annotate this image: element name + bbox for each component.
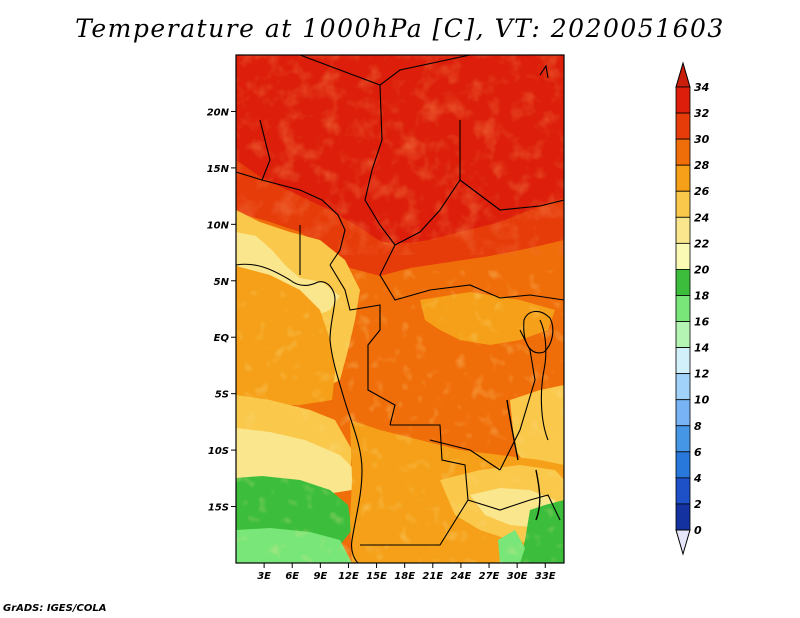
colorbar-segment xyxy=(675,242,691,270)
colorbar-segment xyxy=(675,216,691,244)
lat-tick-label: 5S xyxy=(215,390,229,401)
colorbar-label: 4 xyxy=(693,472,702,485)
colorbar-segment xyxy=(675,269,691,296)
lon-tick-label: 18E xyxy=(394,571,415,582)
colorbar-segment xyxy=(675,164,691,192)
colorbar-upper-arrow xyxy=(675,61,691,88)
lon-tick-label: 33E xyxy=(535,571,556,582)
plot-frame xyxy=(235,54,565,564)
colorbar-label: 34 xyxy=(694,81,709,94)
lon-tick-label: 27E xyxy=(479,571,500,582)
temperature-field xyxy=(236,55,564,563)
colorbar-label: 2 xyxy=(694,498,702,511)
lon-tick-label: 21E xyxy=(422,571,443,582)
colorbar-label: 18 xyxy=(694,289,710,302)
lon-tick-label: 9E xyxy=(313,571,327,582)
colorbar-label: 12 xyxy=(694,368,710,381)
colorbar-label: 22 xyxy=(694,237,710,250)
colorbar-label: 28 xyxy=(694,159,710,172)
colorbar-segment xyxy=(675,477,691,505)
colorbar-segment xyxy=(675,321,691,348)
coastlines-and-borders xyxy=(236,55,564,563)
lon-tick-label: 6E xyxy=(285,571,299,582)
lon-tick-label: 12E xyxy=(338,571,359,582)
colorbar-segment xyxy=(675,451,691,479)
colorbar-label: 32 xyxy=(694,107,710,120)
lat-tick-label: 10S xyxy=(208,446,229,457)
lon-tick-label: 15E xyxy=(366,571,387,582)
colorbar-label: 0 xyxy=(694,524,702,537)
colorbar-segment xyxy=(675,425,691,453)
lat-tick-label: 15N xyxy=(207,164,230,175)
lon-tick-label: 3E xyxy=(257,571,271,582)
colorbar-segment xyxy=(675,399,691,427)
colorbar-label: 26 xyxy=(694,185,710,198)
lat-tick-label: 15S xyxy=(208,503,229,514)
colorbar-segment xyxy=(675,295,691,322)
lon-tick-label: 30E xyxy=(507,571,528,582)
colorbar-label: 24 xyxy=(694,211,709,224)
colorbar-segment xyxy=(675,190,691,218)
footer-credit: GrADS: IGES/COLA xyxy=(3,603,107,614)
colorbar-label: 20 xyxy=(694,263,710,276)
colorbar-segment xyxy=(675,347,691,375)
chart-title: Temperature at 1000hPa [C], VT: 20200516… xyxy=(75,14,725,43)
lat-tick-label: 20N xyxy=(207,107,230,118)
lat-tick-label: 5N xyxy=(214,277,230,288)
colorbar-segment xyxy=(675,503,691,531)
lat-tick-label: 10N xyxy=(207,220,230,231)
colorbar-segment xyxy=(675,138,691,166)
colorbar-segment xyxy=(675,86,691,114)
lon-tick-label: 24E xyxy=(451,571,472,582)
colorbar-label: 16 xyxy=(694,316,710,329)
colorbar-label: 30 xyxy=(694,133,710,146)
colorbar-label: 14 xyxy=(694,342,709,355)
colorbar-label: 8 xyxy=(694,420,702,433)
colorbar-label: 10 xyxy=(694,394,710,407)
lat-tick-label: EQ xyxy=(214,333,230,344)
colorbar-segment xyxy=(675,112,691,140)
colorbar-label: 6 xyxy=(694,446,702,459)
colorbar-segment xyxy=(675,373,691,401)
colorbar-lower-arrow xyxy=(675,529,691,556)
